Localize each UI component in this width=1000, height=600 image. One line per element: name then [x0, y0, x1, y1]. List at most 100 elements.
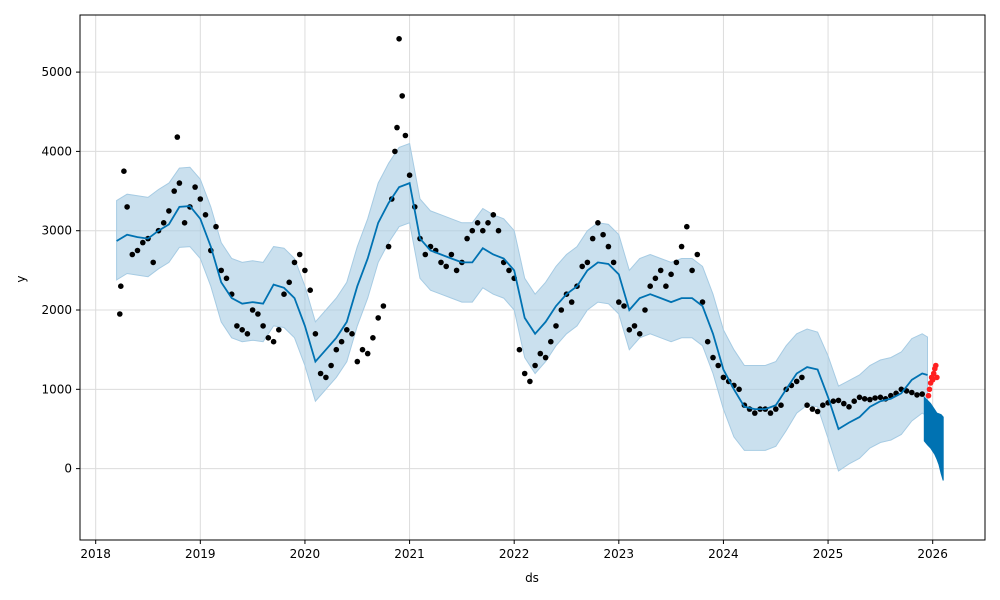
observed-point [323, 374, 329, 381]
y-axis-title: y [14, 275, 28, 282]
observed-point [872, 395, 878, 401]
observed-point [223, 275, 230, 282]
x-tick-label: 2022 [499, 547, 530, 561]
trend-line [116, 181, 928, 431]
y-tick-label: 3000 [41, 224, 72, 238]
observed-point [652, 275, 659, 282]
observed-point [914, 392, 920, 398]
observed-point [174, 134, 181, 140]
observed-point [338, 338, 345, 345]
observed-point [710, 354, 716, 361]
observed-point [804, 402, 810, 409]
forecast-area [923, 396, 944, 481]
observed-point [689, 267, 695, 274]
observed-point [558, 307, 565, 313]
observed-point [694, 251, 701, 258]
observed-point [234, 323, 240, 329]
observed-point [631, 323, 638, 329]
observed-point [678, 243, 685, 250]
observed-point [684, 223, 690, 230]
observed-point [616, 299, 622, 305]
observed-point [276, 327, 282, 333]
observed-point [255, 311, 261, 317]
observed-point [736, 386, 742, 393]
observed-point [909, 389, 915, 396]
recent-point [934, 374, 940, 381]
observed-point [140, 239, 146, 246]
recent-point [929, 377, 936, 383]
observed-point [495, 227, 502, 234]
y-axis-ticks: 0 1000 2000 3000 4000 5000 [41, 65, 80, 476]
observed-point [392, 148, 398, 155]
observed-point [121, 168, 127, 174]
observed-point [673, 259, 680, 266]
x-tick-label: 2026 [917, 547, 948, 561]
observed-point [328, 362, 334, 369]
observed-point [820, 402, 826, 409]
observed-point [448, 251, 455, 258]
observed-point [270, 338, 277, 345]
observed-point [568, 299, 575, 305]
observed-point [636, 331, 643, 337]
observed-point [584, 259, 591, 266]
observed-point [767, 410, 774, 416]
observed-point [464, 235, 470, 242]
forecast-band [923, 396, 944, 481]
observed-point [830, 398, 837, 405]
observed-point [192, 184, 198, 190]
observed-point [595, 220, 601, 226]
trend-path [116, 181, 928, 431]
observed-point [375, 315, 382, 321]
observed-point [402, 132, 409, 139]
observed-point [134, 247, 141, 254]
y-tick-label: 2000 [41, 303, 72, 317]
x-tick-label: 2021 [394, 547, 425, 561]
observed-point [809, 406, 816, 412]
observed-point [469, 227, 476, 234]
observed-point [364, 350, 371, 357]
observed-point [265, 335, 272, 341]
y-tick-label: 5000 [41, 65, 72, 79]
observed-point [600, 231, 606, 238]
observed-point [117, 311, 123, 317]
observed-point [793, 378, 800, 385]
observed-point [647, 283, 653, 290]
observed-point [814, 408, 821, 415]
observed-point [579, 263, 585, 270]
observed-point [317, 370, 324, 377]
observed-point [527, 378, 533, 385]
observed-point [202, 212, 209, 218]
observed-point [160, 220, 167, 226]
observed-point [166, 208, 172, 214]
observed-point [846, 404, 852, 410]
observed-point [354, 358, 361, 365]
observed-point [861, 396, 868, 402]
recent-point [930, 370, 937, 377]
x-axis-title: ds [525, 571, 539, 585]
observed-point [239, 327, 245, 333]
observed-point [244, 331, 251, 337]
observed-point [394, 124, 400, 131]
observed-point [621, 303, 627, 309]
x-axis-ticks: 2018 2019 2020 2021 2022 2023 2024 2025 2026 [80, 540, 948, 561]
observed-point [480, 227, 486, 234]
observed-point [443, 263, 450, 270]
recent-point [926, 386, 933, 393]
plot-frame [79, 14, 986, 541]
recent-points [925, 362, 940, 399]
observed-point [516, 346, 523, 353]
observed-point [851, 398, 857, 405]
observed-point [359, 346, 366, 353]
observed-point [344, 327, 350, 333]
observed-point [773, 406, 779, 412]
observed-point [129, 251, 136, 258]
observed-point [281, 291, 287, 298]
observed-point [260, 323, 266, 329]
observed-point [286, 279, 293, 286]
observed-point [453, 267, 460, 274]
observed-point [124, 204, 130, 210]
observed-point [406, 172, 413, 178]
observed-point [841, 400, 847, 407]
